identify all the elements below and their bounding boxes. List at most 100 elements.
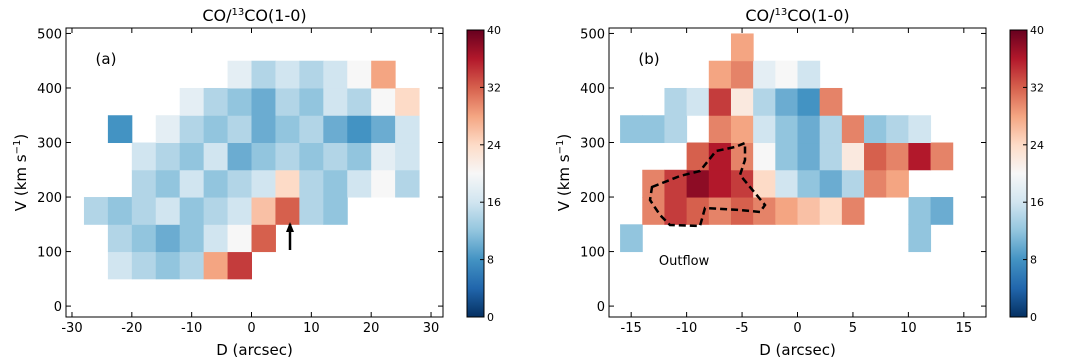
- cell: [323, 197, 348, 225]
- y-tick-label: 200: [580, 191, 605, 206]
- x-tick-label: 30: [423, 321, 440, 336]
- cell: [708, 87, 732, 116]
- x-tick-label: 10: [900, 321, 917, 336]
- cell: [131, 251, 157, 280]
- cell: [371, 87, 396, 116]
- y-tick-label: 0: [597, 300, 605, 315]
- cell: [179, 169, 205, 198]
- cell: [664, 115, 688, 144]
- title-part: CO/: [745, 6, 775, 25]
- cell: [251, 60, 276, 89]
- cell: [819, 197, 843, 225]
- cell: [299, 169, 324, 198]
- cell: [251, 87, 276, 116]
- cell: [908, 224, 932, 253]
- cell: [730, 142, 754, 171]
- cell: [371, 169, 396, 198]
- cell: [227, 142, 253, 171]
- x-tick-label: 0: [247, 321, 255, 336]
- x-tick-label: 10: [303, 321, 320, 336]
- cell: [203, 87, 229, 116]
- x-axis-label: D (arcsec): [759, 341, 836, 359]
- x-tick-label: 20: [363, 321, 380, 336]
- cell: [753, 115, 776, 144]
- colorbar-tick-label: 0: [487, 311, 494, 324]
- cell: [753, 142, 776, 171]
- y-tick-label: 500: [37, 27, 62, 42]
- colorbar-tick-label: 32: [1030, 81, 1044, 94]
- cell: [299, 87, 324, 116]
- cell: [686, 87, 710, 116]
- y-tick-label: 100: [580, 246, 605, 261]
- cell: [347, 142, 372, 171]
- cell: [203, 115, 229, 144]
- title-part: V (km s: [555, 154, 573, 211]
- chart-title: CO/13CO(1-0): [745, 6, 849, 25]
- cell: [179, 87, 205, 116]
- cell: [908, 197, 932, 225]
- cell: [131, 197, 157, 225]
- plot-frame: [65, 27, 444, 318]
- colorbar-tick-label: 24: [487, 139, 501, 152]
- cell: [864, 115, 887, 144]
- x-tick-label: -15: [621, 321, 642, 336]
- cell: [708, 60, 732, 89]
- cell: [227, 224, 253, 253]
- cell: [347, 87, 372, 116]
- y-tick-label: 0: [54, 300, 62, 315]
- cell: [708, 197, 732, 225]
- cell: [347, 115, 372, 144]
- cell: [642, 169, 665, 198]
- cell: [203, 142, 229, 171]
- colorbar-tick-label: 24: [1030, 139, 1044, 152]
- cell: [131, 224, 157, 253]
- cell: [819, 115, 843, 144]
- cell: [107, 197, 133, 225]
- colorbar-tick-label: 8: [1030, 254, 1037, 267]
- cell: [864, 142, 887, 171]
- cell: [642, 115, 665, 144]
- cell: [886, 115, 909, 144]
- cell: [323, 87, 348, 116]
- cell: [775, 169, 798, 198]
- cell: [395, 115, 420, 144]
- cell: [797, 87, 821, 116]
- outflow-outline: [648, 141, 767, 228]
- cell: [753, 169, 776, 198]
- cell: [930, 142, 954, 171]
- cell: [299, 197, 324, 225]
- y-tick-label: 400: [580, 82, 605, 97]
- cell: [227, 169, 253, 198]
- cell: [797, 169, 821, 198]
- cell: [251, 169, 276, 198]
- panel-label: (b): [638, 50, 659, 68]
- cell: [797, 115, 821, 144]
- colorbar: [466, 29, 485, 318]
- cell: [841, 169, 865, 198]
- x-axis-label: D (arcsec): [216, 341, 293, 359]
- cell: [155, 251, 181, 280]
- cell: [908, 142, 932, 171]
- cell: [819, 142, 843, 171]
- cell: [886, 142, 909, 171]
- cell: [730, 169, 754, 198]
- cell: [107, 115, 133, 144]
- cell: [251, 197, 276, 225]
- y-tick-label: 100: [37, 246, 62, 261]
- cell: [730, 60, 754, 89]
- cell: [841, 115, 865, 144]
- y-tick-label: 300: [580, 137, 605, 152]
- x-tick-label: -20: [121, 321, 142, 336]
- cell: [686, 142, 710, 171]
- cell: [299, 115, 324, 144]
- cell: [819, 87, 843, 116]
- cell: [299, 60, 324, 89]
- cell: [203, 251, 229, 280]
- x-tick-label: 0: [793, 321, 801, 336]
- cell: [686, 197, 710, 225]
- cell: [275, 142, 300, 171]
- cell: [775, 142, 798, 171]
- cell: [275, 60, 300, 89]
- colorbar: [1009, 29, 1028, 318]
- cell: [323, 169, 348, 198]
